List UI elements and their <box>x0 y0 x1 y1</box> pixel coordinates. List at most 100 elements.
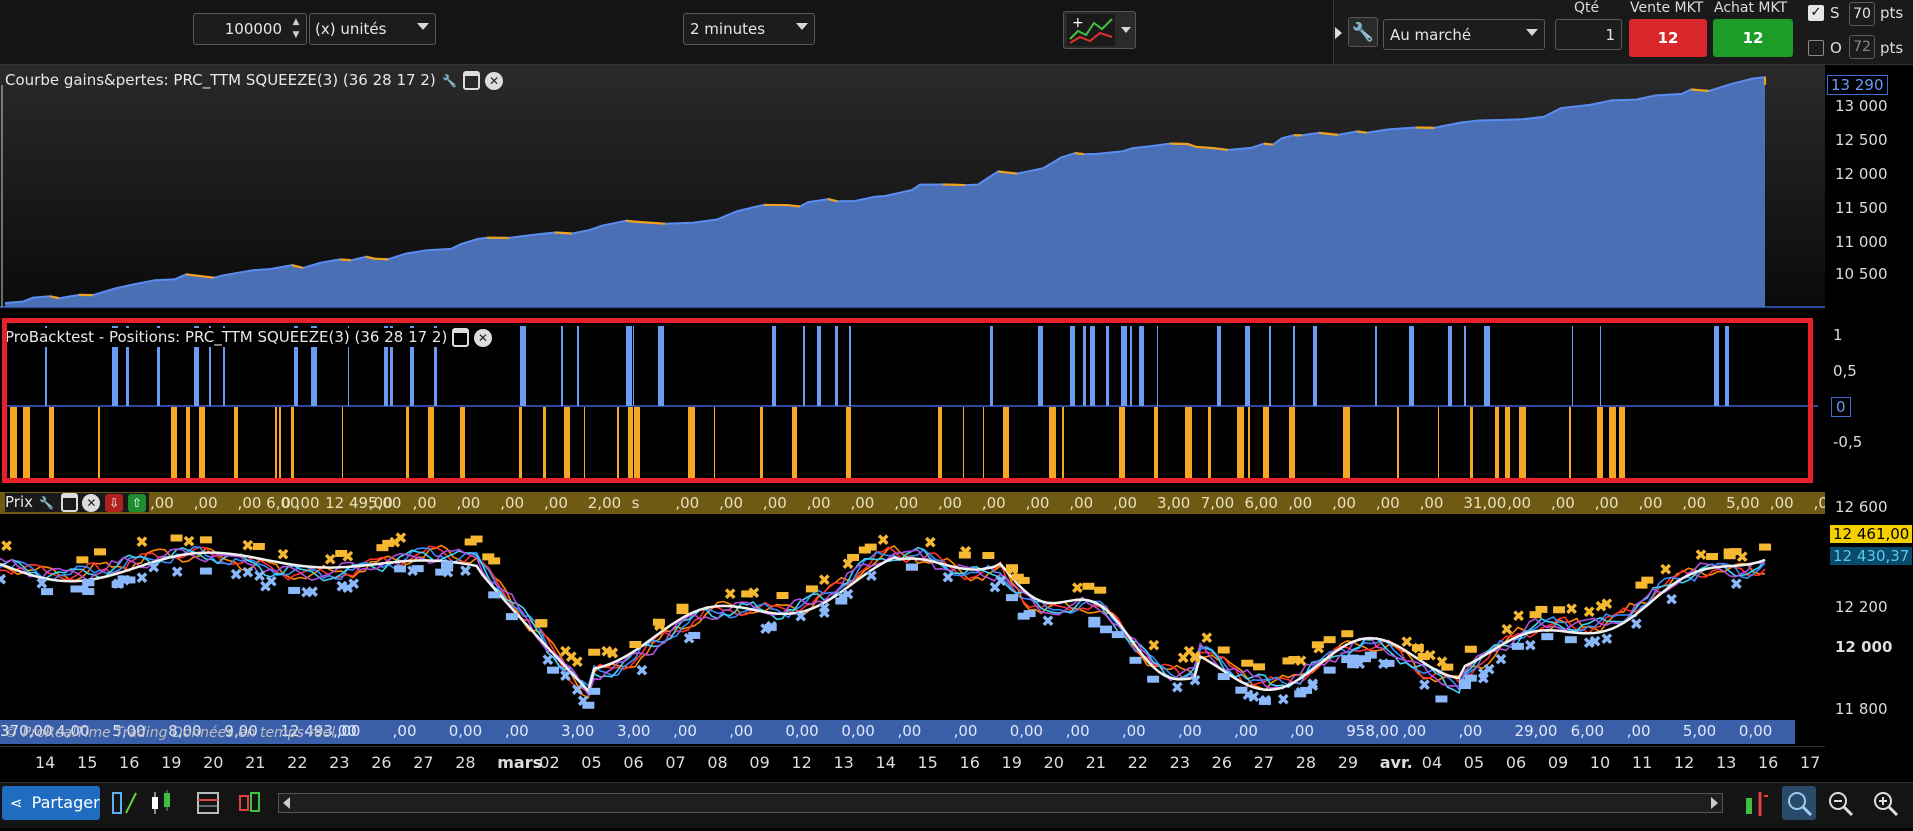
exit-marker: ✖ <box>259 577 272 596</box>
sell-market-button[interactable]: 12 453,00 <box>1629 19 1707 85</box>
long-marker <box>1005 594 1018 602</box>
exit-marker: ✖ <box>1477 664 1490 683</box>
exit-marker: ✖ <box>1565 600 1578 619</box>
long-position-bar <box>223 326 225 406</box>
qte-input[interactable]: 1 <box>1555 19 1622 50</box>
long-marker <box>70 585 83 593</box>
exit-marker: ✖ <box>600 642 613 661</box>
long-position-bar <box>1038 326 1043 406</box>
exit-marker: ✖ <box>865 566 878 585</box>
x-axis-label: 10 <box>1589 753 1611 772</box>
short-marker <box>858 546 871 554</box>
equity-y-tick: 13 000 <box>1835 97 1888 115</box>
exit-marker: ✖ <box>323 550 336 569</box>
o-checkbox[interactable] <box>1808 40 1824 56</box>
move-up-icon[interactable]: ⇧ <box>127 493 146 512</box>
bottom-info-band: 370,00 4,00 5,00 8,00 9,00 12 493,00,00,00 0,0… <box>0 720 1795 744</box>
candles-icon[interactable] <box>148 789 176 817</box>
timeframe-select[interactable]: 2 minutes <box>683 13 815 45</box>
scroll-left-icon[interactable] <box>283 797 290 809</box>
band-label: ,00 <box>1065 722 1090 740</box>
x-axis-label: 14 <box>875 753 896 772</box>
exit-marker: ✖ <box>1494 650 1507 669</box>
short-position-bar <box>1119 407 1125 479</box>
indicators-icon[interactable] <box>236 790 264 816</box>
short-position-bar <box>1597 407 1603 479</box>
wrench-icon[interactable]: 🔧 <box>39 495 55 510</box>
units-select[interactable]: (x) unités <box>309 13 436 45</box>
maximize-icon[interactable] <box>60 493 78 512</box>
long-position-bar <box>157 326 160 406</box>
band-label: ,00 <box>1375 494 1400 512</box>
exit-marker: ✖ <box>1524 636 1537 655</box>
drawing-tools-icon[interactable] <box>110 789 138 817</box>
auto-zoom-icon[interactable] <box>1782 786 1816 820</box>
short-position-bar <box>23 407 30 479</box>
s-value-input[interactable]: 70 <box>1849 2 1875 26</box>
equity-loss-segment <box>365 255 376 260</box>
table-icon[interactable] <box>195 790 221 816</box>
band-label: 31,00 <box>1463 494 1507 512</box>
short-marker <box>335 549 348 557</box>
exit-marker: ✖ <box>1188 671 1201 690</box>
x-axis-label: 22 <box>287 753 308 772</box>
close-icon[interactable]: ✕ <box>473 328 492 347</box>
band-label: ,00 <box>1288 494 1313 512</box>
zoom-in-icon[interactable] <box>1870 788 1900 818</box>
maximize-icon[interactable] <box>452 328 470 347</box>
short-position-bar <box>688 407 695 479</box>
exit-marker: ✖ <box>559 642 572 661</box>
spin-up-icon[interactable]: ▲ <box>292 17 300 27</box>
quantity-input[interactable]: 100000 ▲ ▼ <box>193 13 307 45</box>
units-label: (x) unités <box>315 20 387 38</box>
long-position-bar <box>990 326 993 406</box>
exit-marker: ✖ <box>147 558 160 577</box>
long-position-bar <box>1269 326 1271 406</box>
short-marker <box>1706 553 1719 561</box>
close-icon[interactable]: ✕ <box>82 493 101 512</box>
scroll-right-icon[interactable] <box>1711 797 1718 809</box>
horizontal-scrollbar[interactable] <box>278 793 1723 813</box>
long-position-bar <box>1714 326 1719 406</box>
exit-marker: ✖ <box>441 563 454 582</box>
x-axis-label: 09 <box>749 753 770 772</box>
band-label: ,00 <box>1682 494 1707 512</box>
long-position-bar <box>1090 326 1095 406</box>
short-position-bar <box>1248 407 1250 479</box>
long-position-bar <box>849 326 851 406</box>
order-type-select[interactable]: Au marché <box>1383 19 1545 50</box>
s-checkbox[interactable]: ✓ <box>1808 5 1824 21</box>
equity-loss-segment <box>942 183 966 187</box>
long-position-bar <box>112 326 118 406</box>
band-label: ,00 <box>894 494 919 512</box>
long-marker <box>123 576 136 584</box>
expand-arrow-icon[interactable] <box>1335 27 1342 39</box>
x-axis-label: 19 <box>161 753 182 772</box>
long-position-bar <box>384 326 388 406</box>
close-icon[interactable]: ✕ <box>485 71 504 90</box>
share-button[interactable]: ⋖ Partager <box>2 786 100 820</box>
wrench-icon[interactable]: 🔧 <box>442 73 457 88</box>
buy-market-button[interactable]: 12 463,00 <box>1713 19 1793 85</box>
exit-marker: ✖ <box>1147 636 1160 655</box>
maximize-icon[interactable] <box>463 71 481 90</box>
o-value-input[interactable]: 72 <box>1849 35 1875 59</box>
short-position-bar <box>1348 407 1349 479</box>
exit-marker: ✖ <box>606 643 619 662</box>
wrench-icon[interactable]: 🔧 <box>1348 17 1378 47</box>
add-indicator-button[interactable]: + <box>1063 11 1136 49</box>
zoom-out-icon[interactable] <box>1825 788 1855 818</box>
move-down-icon[interactable]: ⇩ <box>105 493 124 512</box>
band-label: ,00 <box>1507 494 1532 512</box>
exit-marker: ✖ <box>747 583 760 602</box>
spin-down-icon[interactable]: ▼ <box>292 30 300 40</box>
chart-settings-icon[interactable] <box>1742 788 1772 818</box>
short-marker <box>252 542 265 550</box>
long-marker <box>1382 659 1395 667</box>
band-label: ,00 <box>1121 722 1146 740</box>
long-marker <box>1564 636 1577 644</box>
short-position-bar <box>846 407 851 479</box>
o-label: O <box>1830 39 1842 57</box>
price-y-tick: 12 600 <box>1835 498 1888 516</box>
long-position-bar <box>294 326 298 406</box>
